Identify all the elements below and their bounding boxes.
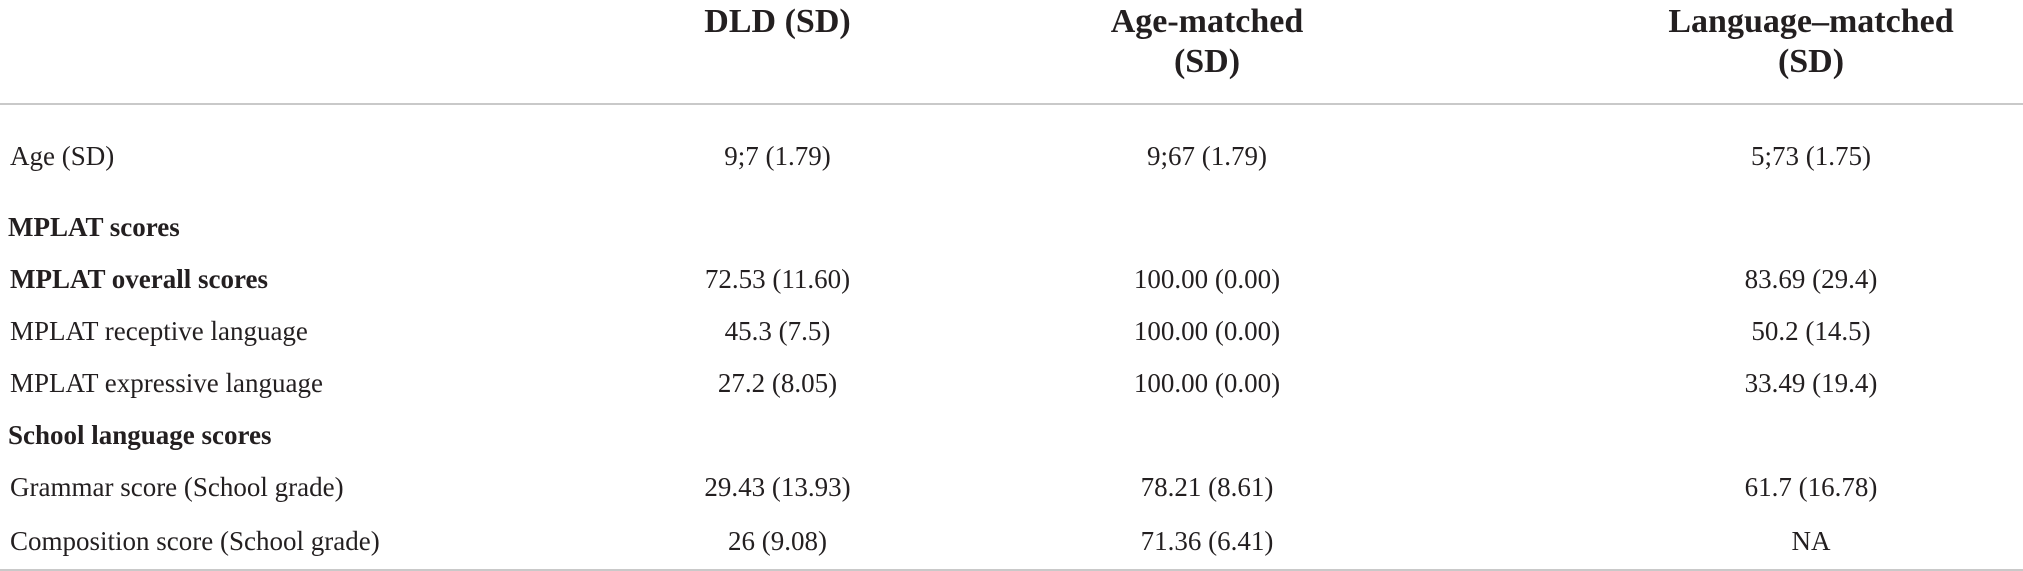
cell-language-matched-value: 33.49 (19.4) [1744, 367, 1878, 398]
row-label: MPLAT expressive language [10, 367, 323, 398]
cell-age-matched-value: 100.00 (0.00) [1133, 315, 1281, 346]
header-age-matched-line1: Age-matched [1110, 3, 1304, 40]
table-row-mplat-expressive: MPLAT expressive language 27.2 (8.05) 10… [0, 357, 2023, 409]
row-label: MPLAT receptive language [10, 315, 308, 346]
cell-language-matched-value: 5;73 (1.75) [1751, 140, 1871, 171]
row-label: Composition score (School grade) [0, 513, 560, 571]
cell-dld-value: 9;7 (1.79) [724, 140, 831, 171]
cell-language-matched-value: 50.2 (14.5) [1751, 315, 1871, 346]
cell-dld: 45.3 (7.5) [560, 305, 895, 357]
cell-age-matched-value: 100.00 (0.00) [1133, 367, 1281, 398]
cell-age-matched: 71.36 (6.41) [895, 513, 1479, 571]
cell-empty [560, 409, 895, 461]
table-body: Age (SD) 9;7 (1.79) 9;67 (1.79) 5;73 (1.… [0, 104, 2023, 571]
cell-dld: 72.53 (11.60) [560, 253, 895, 305]
cell-empty [560, 201, 895, 253]
section-heading: School language scores [8, 419, 272, 450]
header-language-matched-line1: Language–matched [1668, 3, 1954, 40]
table-row-section-mplat: MPLAT scores [0, 201, 2023, 253]
cell-dld: 27.2 (8.05) [560, 357, 895, 409]
cell-dld: 9;7 (1.79) [560, 104, 895, 201]
header-age-matched: Age-matched (SD) [895, 0, 1479, 105]
cell-age-matched-value: 71.36 (6.41) [1140, 525, 1274, 556]
row-label: Grammar score (School grade) [10, 471, 344, 502]
cell-language-matched-value: 83.69 (29.4) [1744, 263, 1878, 294]
header-age-matched-text: Age-matched (SD) [935, 0, 1479, 82]
header-language-matched: Language–matched (SD) [1479, 0, 2023, 105]
cell-empty [895, 201, 1479, 253]
cell-age-matched-value: 100.00 (0.00) [1133, 263, 1281, 294]
cell-empty [895, 409, 1479, 461]
table-row-mplat-overall: MPLAT overall scores 72.53 (11.60) 100.0… [0, 253, 2023, 305]
cell-dld-value: 26 (9.08) [728, 525, 827, 556]
header-row: DLD (SD) Age-matched (SD) Language–match… [0, 0, 2023, 105]
cell-dld-value: 29.43 (13.93) [704, 471, 851, 502]
cell-dld-value: 27.2 (8.05) [717, 367, 838, 398]
table-row-grammar: Grammar score (School grade) 29.43 (13.9… [0, 461, 2023, 513]
header-age-matched-line2: (SD) [1173, 43, 1241, 80]
header-language-matched-text: Language–matched (SD) [1599, 0, 2023, 82]
cell-language-matched-value: 61.7 (16.78) [1744, 471, 1878, 502]
header-language-matched-line2: (SD) [1777, 43, 1845, 80]
cell-age-matched: 100.00 (0.00) [895, 305, 1479, 357]
table-row-age: Age (SD) 9;7 (1.79) 9;67 (1.79) 5;73 (1.… [0, 104, 2023, 201]
cell-dld-value: 72.53 (11.60) [704, 263, 851, 294]
cell-age-matched-value: 78.21 (8.61) [1140, 471, 1274, 502]
cell-dld: 29.43 (13.93) [560, 461, 895, 513]
header-dld-label: DLD (SD) [704, 3, 851, 40]
cell-age-matched: 9;67 (1.79) [895, 104, 1479, 201]
cell-language-matched: 61.7 (16.78) [1479, 461, 2023, 513]
table-row-section-school: School language scores [0, 409, 2023, 461]
row-label: MPLAT overall scores [10, 263, 268, 294]
table-row-mplat-receptive: MPLAT receptive language 45.3 (7.5) 100.… [0, 305, 2023, 357]
table-row-composition: Composition score (School grade) 26 (9.0… [0, 513, 2023, 571]
cell-language-matched: NA [1479, 513, 2023, 571]
cell-language-matched: 50.2 (14.5) [1479, 305, 2023, 357]
header-empty-cell [0, 0, 560, 105]
cell-language-matched: 83.69 (29.4) [1479, 253, 2023, 305]
cell-dld-value: 45.3 (7.5) [724, 315, 831, 346]
cell-language-matched-value: NA [1791, 525, 1831, 556]
section-heading: MPLAT scores [8, 211, 180, 242]
cell-age-matched: 78.21 (8.61) [895, 461, 1479, 513]
header-dld: DLD (SD) [560, 0, 895, 105]
cell-empty [1479, 409, 2023, 461]
row-label: Age (SD) [10, 140, 115, 171]
cell-language-matched: 5;73 (1.75) [1479, 104, 2023, 201]
cell-age-matched: 100.00 (0.00) [895, 357, 1479, 409]
cell-age-matched: 100.00 (0.00) [895, 253, 1479, 305]
cell-language-matched: 33.49 (19.4) [1479, 357, 2023, 409]
cell-dld: 26 (9.08) [560, 513, 895, 571]
table-header: DLD (SD) Age-matched (SD) Language–match… [0, 0, 2023, 105]
cell-empty [1479, 201, 2023, 253]
cell-age-matched-value: 9;67 (1.79) [1147, 140, 1267, 171]
